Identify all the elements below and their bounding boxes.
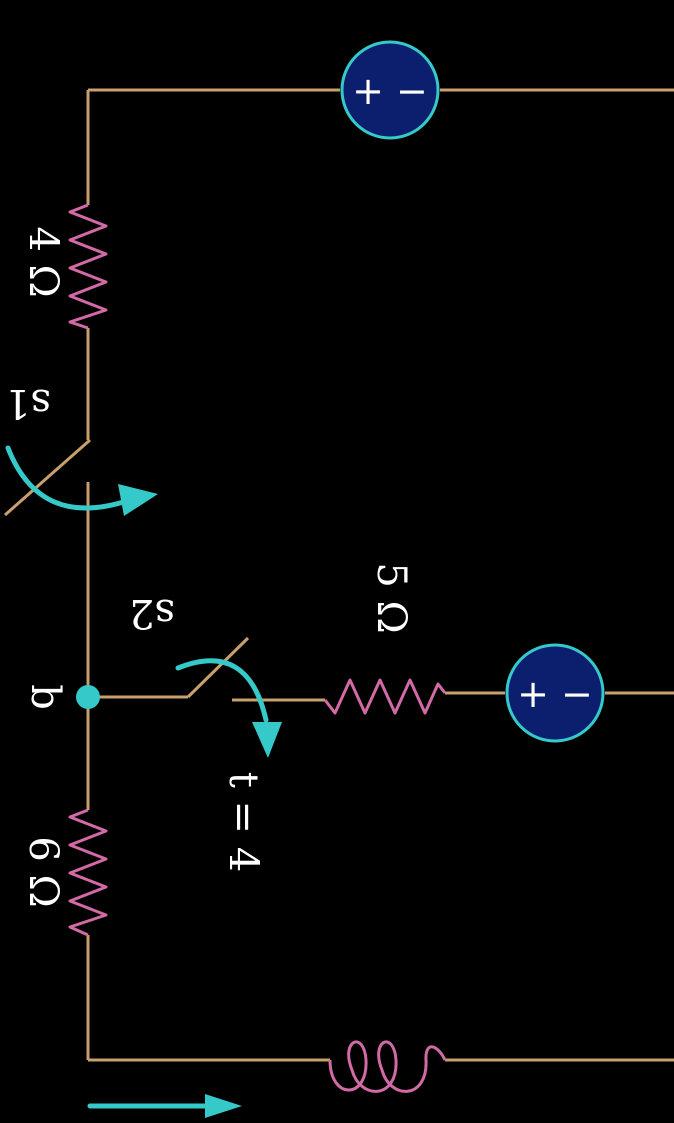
resistor-5-ohm <box>323 678 447 715</box>
switch-s1-arrow <box>5 445 133 511</box>
label-node-b: b <box>22 684 68 710</box>
voltage-source-top: + − <box>340 40 440 140</box>
switch-s2-arrow <box>175 658 269 723</box>
inductor <box>328 1040 447 1093</box>
label-5-ohm: 5 Ω <box>368 562 414 633</box>
label-6-ohm: 6 Ω <box>20 836 66 907</box>
node-b <box>76 685 100 709</box>
switch-s2-arrowhead <box>252 722 282 758</box>
label-time: t = 4 <box>220 772 266 872</box>
label-s1: s1 <box>5 380 51 426</box>
voltage-source-middle: + − <box>505 643 605 743</box>
switch-s1-arrowhead <box>118 484 158 516</box>
label-s2: s2 <box>129 590 175 636</box>
switch-s2-blade <box>186 636 250 699</box>
resistor-6-ohm <box>68 808 108 937</box>
switch-s1-blade <box>4 438 91 517</box>
source-middle-sign: + − <box>517 672 593 716</box>
current-arrowhead <box>205 1094 242 1118</box>
label-4-ohm: 4 Ω <box>20 226 66 297</box>
source-top-sign: + − <box>352 69 428 113</box>
resistor-4-ohm <box>68 203 108 330</box>
